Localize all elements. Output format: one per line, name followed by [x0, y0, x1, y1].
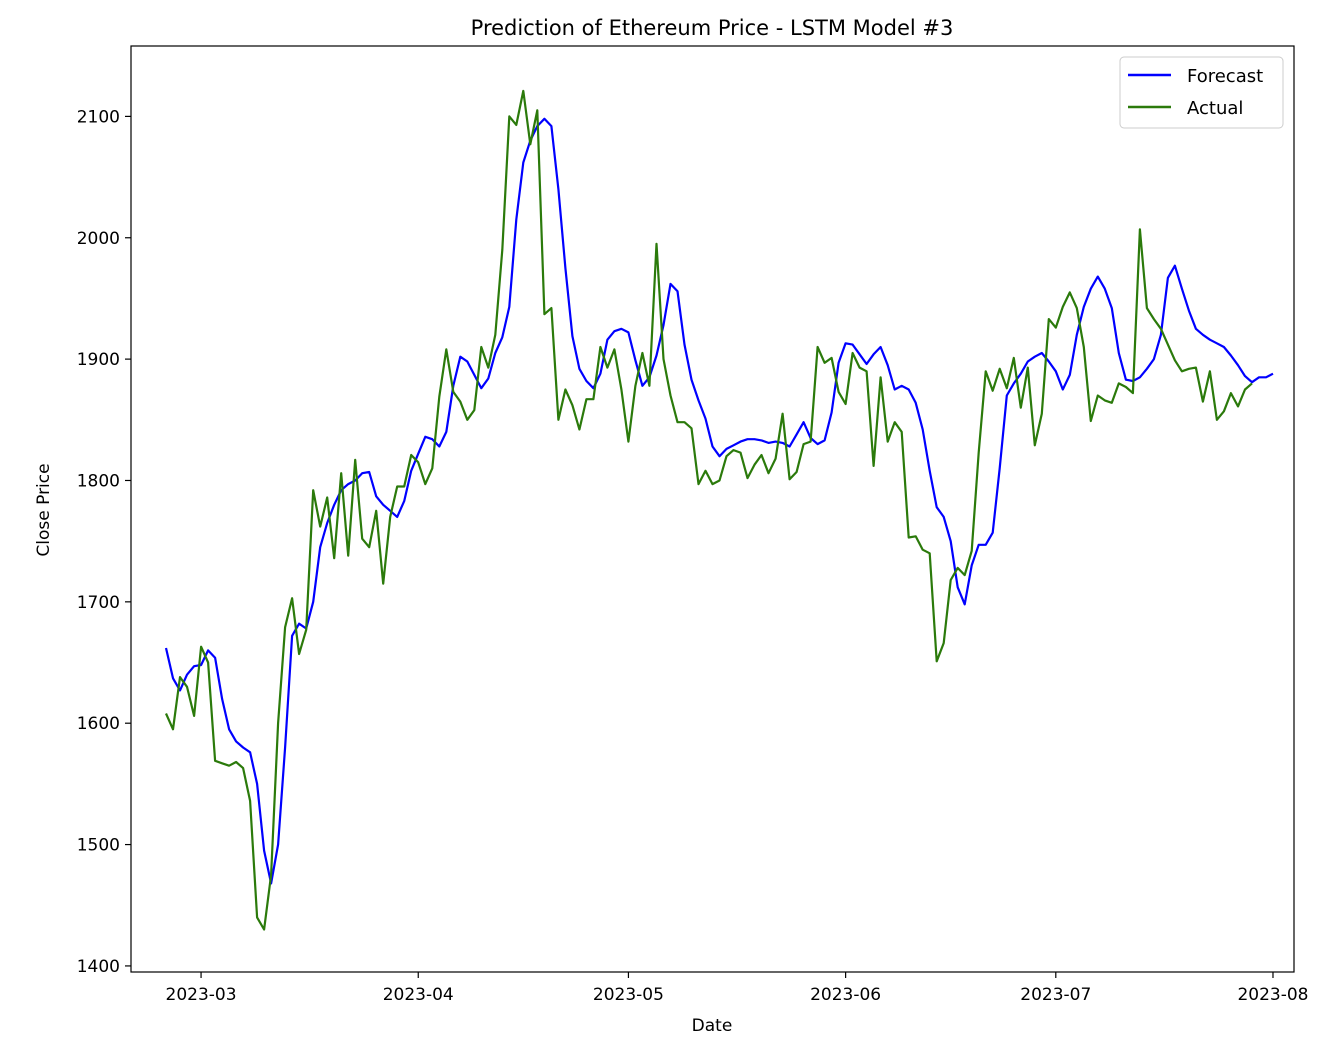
y-tick-label: 2100	[77, 107, 120, 127]
y-tick-label: 1800	[77, 471, 120, 491]
y-tick-label: 1500	[77, 836, 120, 856]
y-tick-label: 1900	[77, 350, 120, 370]
x-axis-label: Date	[692, 1016, 733, 1036]
y-tick-label: 1700	[77, 593, 120, 613]
series-line-actual	[164, 89, 1253, 931]
series-line-forecast	[164, 117, 1274, 885]
y-axis-label: Close Price	[34, 463, 54, 556]
x-tick-label: 2023-03	[166, 985, 237, 1005]
x-tick-label: 2023-07	[1020, 985, 1091, 1005]
y-tick-label: 2000	[77, 229, 120, 249]
y-tick-label: 1400	[77, 957, 120, 977]
x-tick-label: 2023-06	[810, 985, 881, 1005]
legend-label-forecast: Forecast	[1187, 66, 1263, 87]
x-tick-label: 2023-05	[593, 985, 664, 1005]
x-tick-label: 2023-08	[1237, 985, 1308, 1005]
chart-title: Prediction of Ethereum Price - LSTM Mode…	[471, 16, 954, 40]
legend: Forecast Actual	[1119, 56, 1284, 129]
axis-ticks: 1400 1500 1600 1700 1800 1900 2000 2100 2023-03 2…	[77, 107, 1309, 1005]
legend-label-actual: Actual	[1187, 98, 1243, 119]
series-lines	[164, 89, 1274, 931]
x-tick-label: 2023-04	[383, 985, 454, 1005]
plot-frame	[130, 45, 1295, 973]
y-tick-label: 1600	[77, 714, 120, 734]
